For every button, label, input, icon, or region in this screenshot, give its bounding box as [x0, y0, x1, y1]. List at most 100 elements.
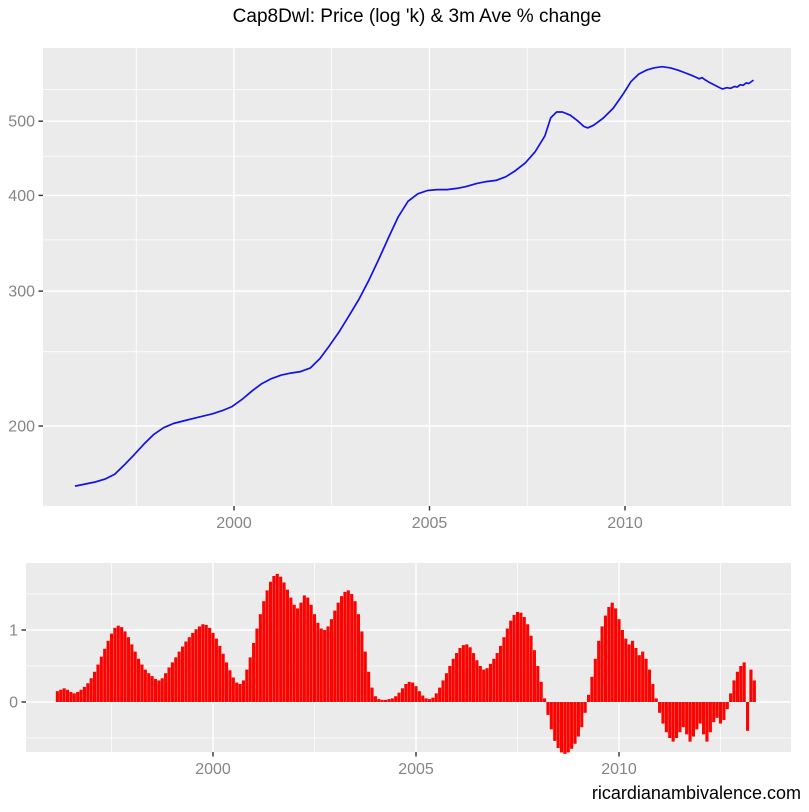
bar	[678, 702, 682, 733]
bar	[363, 651, 367, 702]
bar	[113, 627, 117, 702]
bar	[116, 625, 120, 702]
bar	[421, 695, 425, 702]
bar	[404, 684, 408, 702]
top-panel-y-tick-label: 500	[8, 114, 35, 131]
bar	[641, 651, 645, 702]
bar	[593, 658, 597, 702]
bar	[228, 670, 232, 702]
bar	[130, 644, 134, 702]
bar	[610, 602, 614, 702]
bar	[485, 668, 489, 702]
bar	[120, 627, 124, 702]
bar	[197, 626, 202, 702]
watermark: ricardianambivalence.com	[591, 783, 801, 803]
bar	[292, 604, 296, 702]
bar	[252, 642, 256, 702]
bar	[99, 656, 103, 702]
bar	[336, 602, 340, 702]
bar	[505, 628, 509, 702]
bar	[160, 678, 164, 702]
bar	[262, 601, 266, 702]
bar	[526, 624, 530, 702]
bar	[580, 702, 584, 728]
bar	[255, 628, 259, 702]
bottom-panel-x-tick-label: 2005	[398, 761, 434, 778]
bar	[137, 658, 141, 702]
bar	[502, 637, 506, 702]
bar	[597, 640, 601, 702]
bar	[370, 687, 374, 702]
bar	[221, 653, 225, 702]
bar	[749, 669, 753, 702]
bar	[218, 645, 222, 702]
bar	[106, 640, 110, 702]
bar	[299, 602, 303, 702]
bar	[688, 702, 692, 742]
bar	[214, 638, 218, 702]
bar	[150, 676, 154, 702]
top-panel-y-tick-label: 300	[8, 284, 35, 301]
bar	[603, 615, 608, 702]
bar	[590, 676, 594, 702]
bar	[346, 590, 350, 702]
bar	[170, 662, 174, 702]
bar	[725, 702, 729, 710]
bottom-panel-x-tick-label: 2010	[601, 761, 637, 778]
bar	[499, 645, 503, 702]
bar	[296, 608, 300, 702]
bar	[468, 647, 472, 702]
bar	[492, 658, 496, 702]
bar	[258, 614, 262, 702]
bar	[735, 671, 739, 702]
bar	[718, 702, 723, 724]
bar	[211, 632, 215, 702]
bar	[752, 680, 756, 702]
bar	[475, 660, 479, 702]
bar	[126, 637, 130, 702]
bar	[316, 622, 320, 702]
bar	[482, 669, 486, 702]
bottom-panel-y-tick-label: 1	[9, 623, 18, 640]
bar	[177, 651, 181, 702]
bar	[180, 646, 185, 702]
bar	[285, 589, 289, 702]
bar	[377, 699, 381, 702]
bar	[674, 702, 679, 738]
bar	[184, 641, 188, 702]
bar	[712, 702, 716, 723]
bar	[326, 626, 330, 702]
bar	[556, 702, 560, 749]
chart-title: Cap8Dwl: Price (log 'k) & 3m Ave % chang…	[232, 6, 602, 27]
bar	[86, 683, 90, 702]
bar	[627, 644, 631, 702]
bar	[133, 651, 137, 702]
bar	[512, 614, 516, 702]
bar	[441, 680, 445, 702]
bar	[691, 702, 695, 737]
bar	[194, 629, 198, 702]
bar	[79, 689, 83, 702]
bar	[265, 590, 269, 702]
bar	[414, 686, 418, 702]
bar	[353, 601, 357, 702]
bar	[522, 617, 526, 702]
bar	[573, 702, 577, 744]
bar	[664, 702, 668, 733]
bar	[739, 666, 743, 702]
bar	[153, 678, 158, 702]
bar	[89, 678, 93, 702]
bar	[651, 684, 655, 702]
bar	[174, 657, 178, 702]
bar	[323, 630, 327, 702]
bar	[576, 702, 580, 737]
bar	[630, 640, 635, 702]
bar	[309, 604, 313, 702]
bar	[235, 682, 239, 702]
bar	[329, 619, 333, 702]
bar	[245, 669, 249, 702]
bar	[312, 614, 317, 702]
bar	[65, 689, 70, 702]
bar	[167, 667, 171, 702]
bar	[147, 673, 151, 702]
